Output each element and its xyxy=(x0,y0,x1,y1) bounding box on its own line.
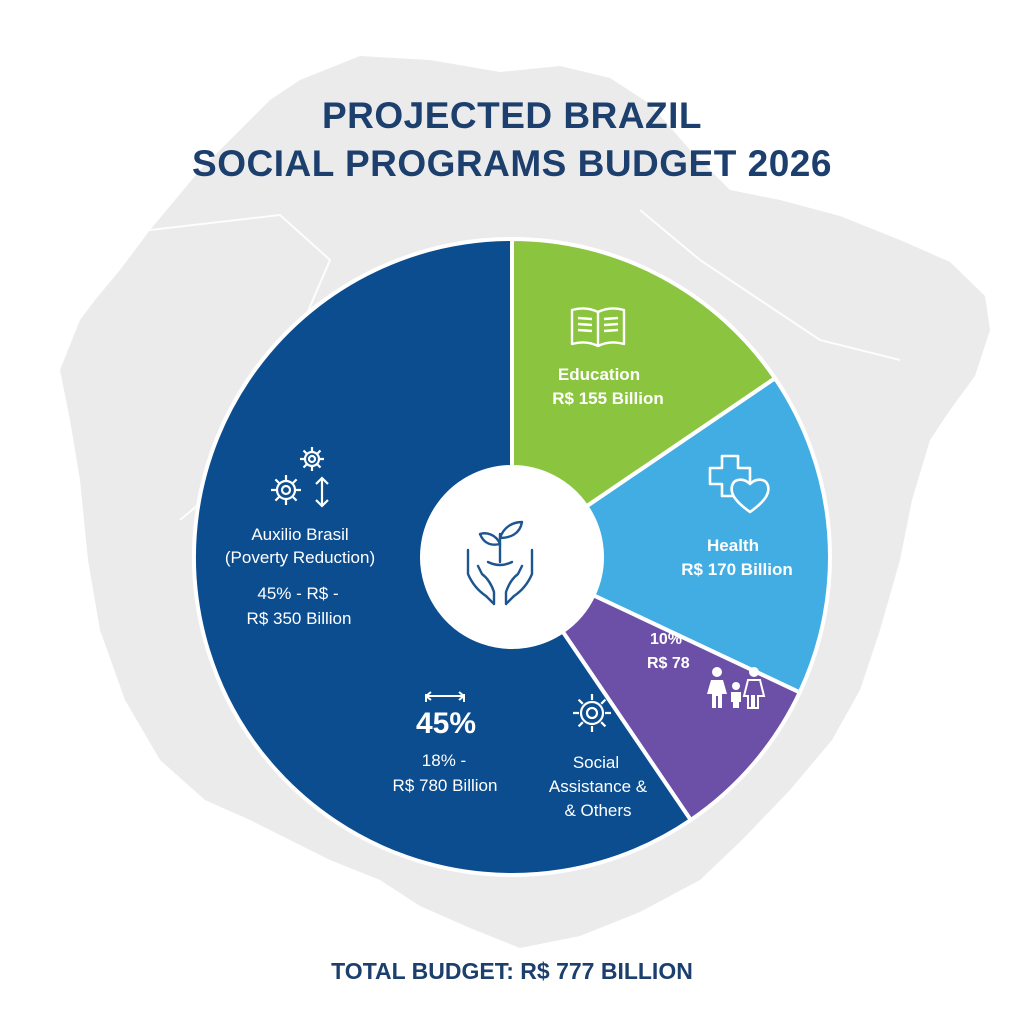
percent-badge: 45% xyxy=(416,707,476,740)
secondary-value: R$ 780 Billion xyxy=(393,776,498,795)
social-line3: & Others xyxy=(564,801,631,820)
donut-chart xyxy=(192,236,832,877)
chart-title-line2: SOCIAL PROGRAMS BUDGET 2026 xyxy=(192,143,832,184)
label-auxilio: Auxilio Brasil (Poverty Reduction) 45% -… xyxy=(225,525,375,628)
health-value: R$ 170 Billion xyxy=(681,560,792,579)
social-line2: Assistance & xyxy=(549,777,648,796)
total-budget-label: TOTAL BUDGET: R$ 777 BILLION xyxy=(331,958,693,984)
family-icon xyxy=(707,667,766,709)
label-secondary: 45% 18% - R$ 780 Billion xyxy=(393,707,498,795)
cross-heart-icon xyxy=(708,454,770,514)
gear-icon xyxy=(573,694,611,732)
family-percent: 10% xyxy=(650,631,682,648)
label-education: Education R$ 155 Billion xyxy=(552,365,663,408)
health-name: Health xyxy=(707,536,759,555)
book-icon xyxy=(570,307,626,348)
social-line1: Social xyxy=(573,753,619,772)
auxilio-name: Auxilio Brasil xyxy=(251,525,348,544)
label-health: Health R$ 170 Billion xyxy=(681,536,792,579)
plant-in-hands-icon xyxy=(466,520,534,606)
auxilio-percent: 45% - R$ - xyxy=(257,584,338,603)
chart-title-line1: PROJECTED BRAZIL xyxy=(321,95,703,136)
education-name: Education xyxy=(558,365,640,384)
secondary-percent: 18% - xyxy=(422,751,466,770)
label-social: Social Assistance & & Others xyxy=(549,753,648,820)
label-family: 10% R$ 78 xyxy=(647,631,690,672)
gears-icon xyxy=(271,447,329,508)
auxilio-value: R$ 350 Billion xyxy=(247,609,352,628)
family-value: R$ 78 xyxy=(647,655,690,672)
education-value: R$ 155 Billion xyxy=(552,389,663,408)
range-arrows-icon xyxy=(425,691,465,702)
donut-center xyxy=(422,467,602,647)
auxilio-subname: (Poverty Reduction) xyxy=(225,548,375,567)
